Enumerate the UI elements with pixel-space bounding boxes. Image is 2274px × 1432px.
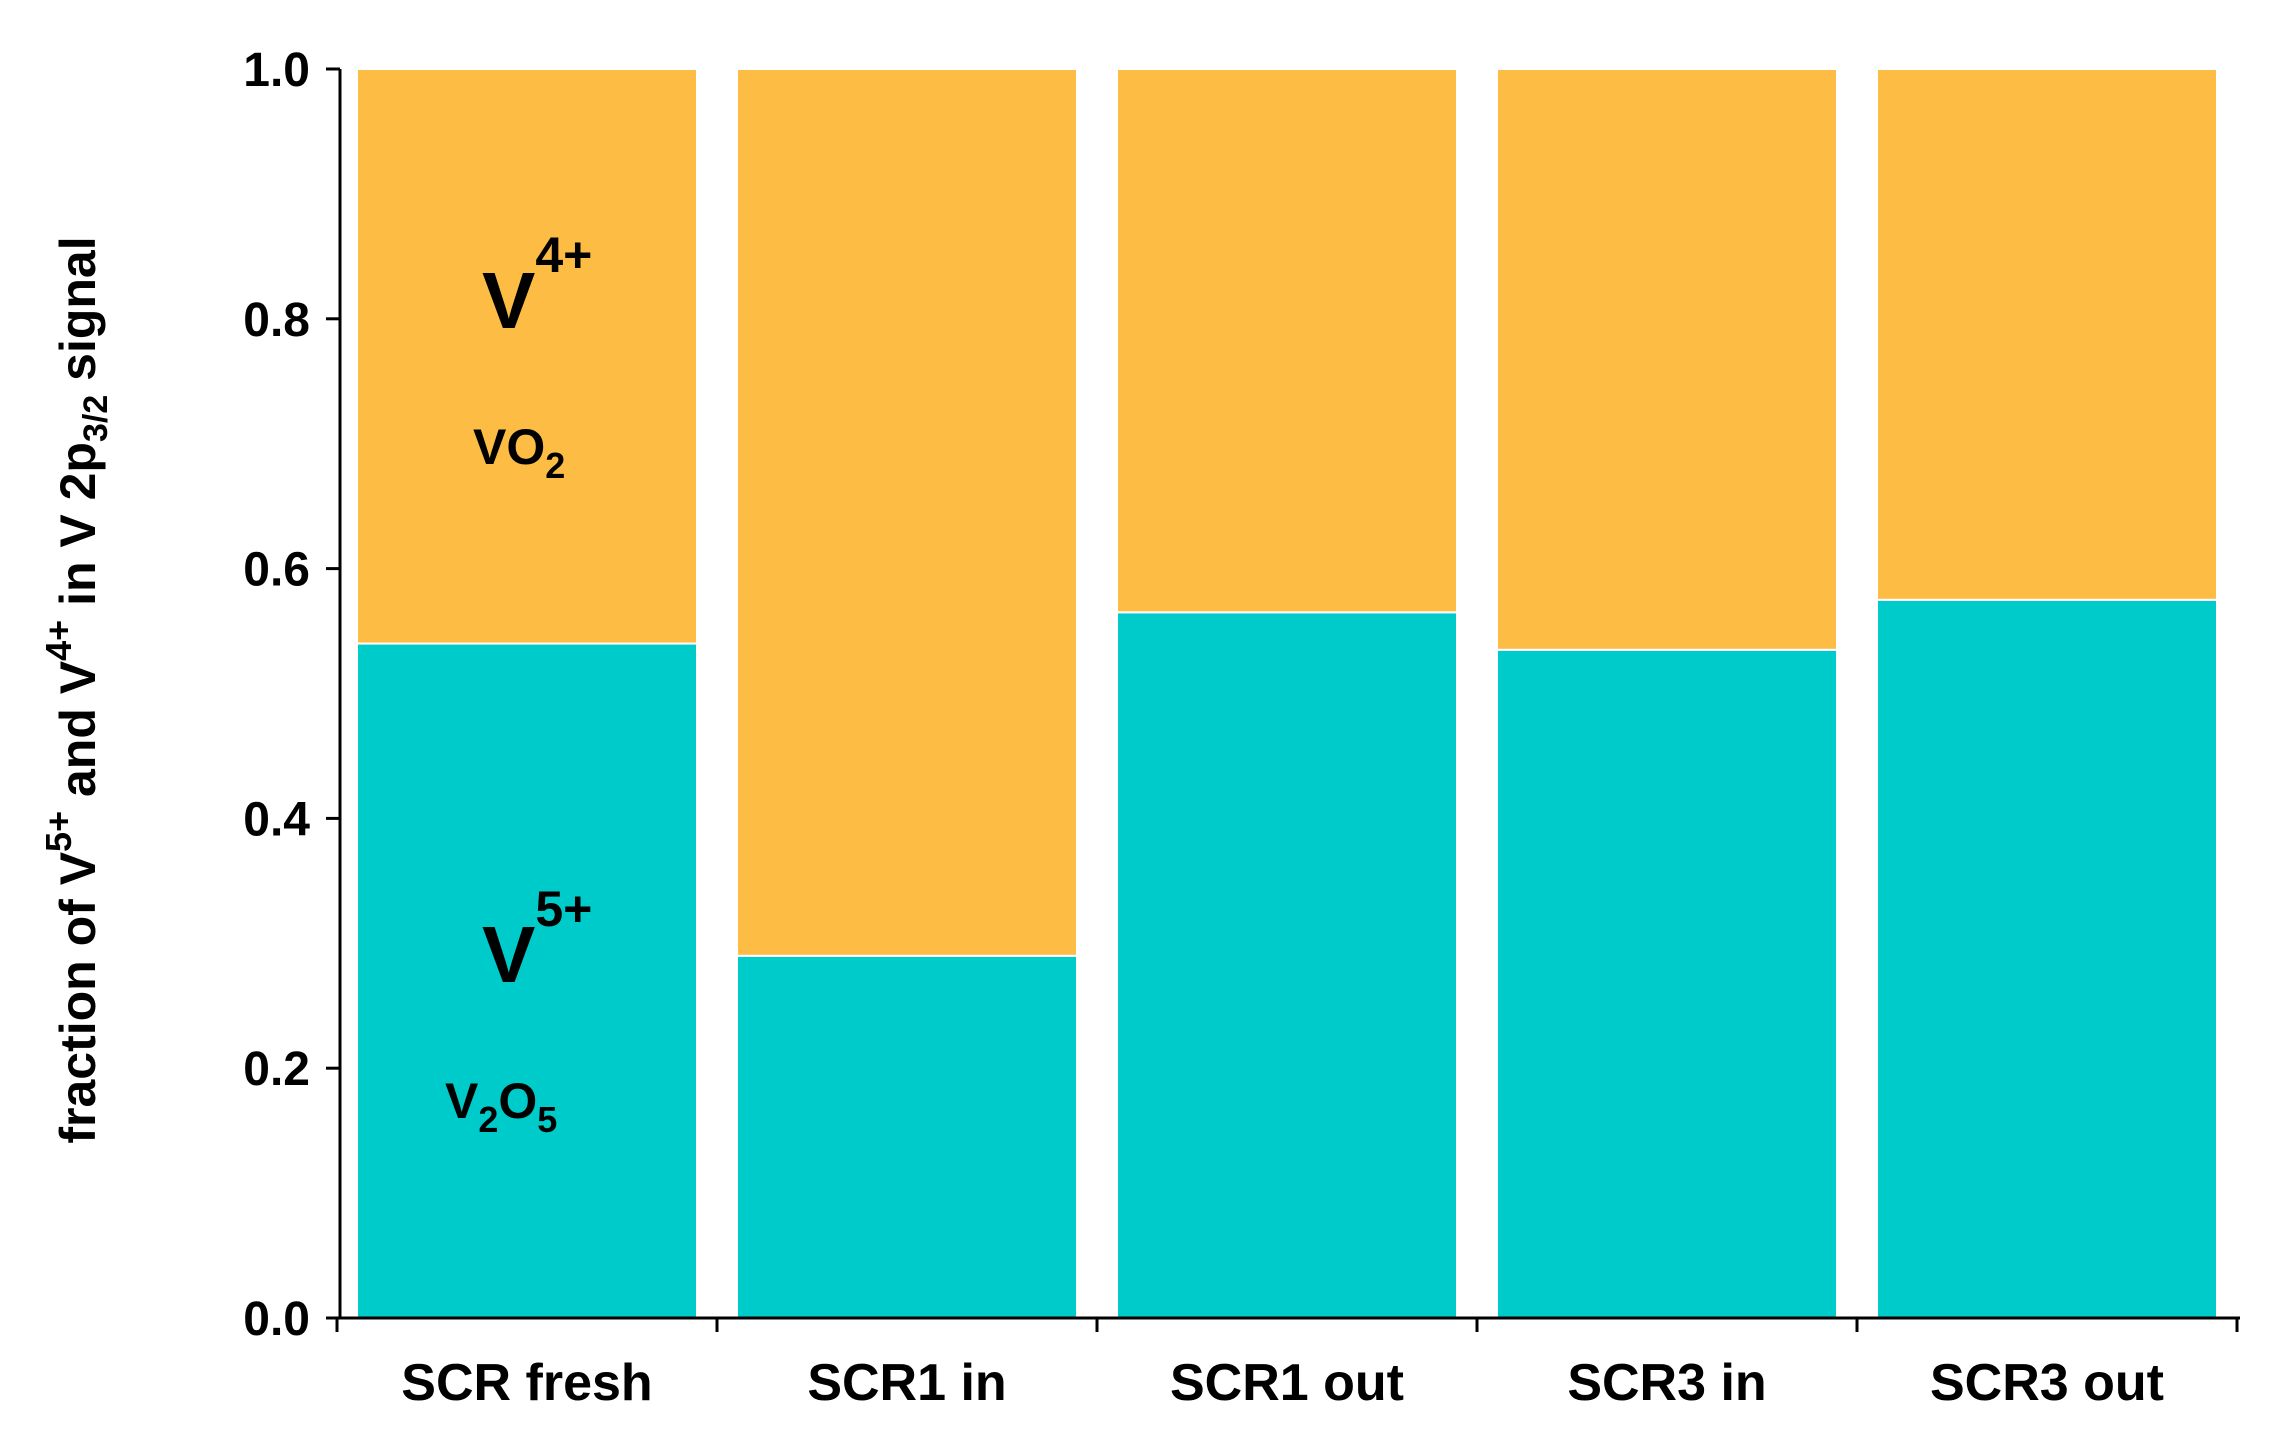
y-tick-label-0: 0.0	[243, 1293, 310, 1346]
y-tick-label-2: 0.4	[243, 793, 310, 846]
bar-v4-3	[1496, 68, 1838, 651]
v5-annotation: V5+	[482, 881, 592, 999]
x-ticks-group: SCR fresh SCR1 in SCR1 out SCR3 in SCR3 out	[335, 1318, 2239, 1412]
bar-v4-1	[736, 68, 1078, 957]
x-category-label-1: SCR1 in	[807, 1354, 1006, 1412]
y-label-sub: 3/2	[77, 395, 115, 442]
v4-annotation: V4+	[482, 227, 592, 345]
x-category-label-2: SCR1 out	[1170, 1354, 1404, 1412]
y-label-pre: fraction of V	[50, 851, 106, 1143]
y-label-end: signal	[50, 236, 106, 394]
y-label-post: in V 2p	[50, 442, 106, 620]
y-ticks-group: 0.0 0.2 0.4 0.6 0.8 1.0	[243, 44, 340, 1346]
y-tick-label-4: 0.8	[243, 294, 310, 347]
bar-v5-0	[356, 642, 698, 1319]
y-tick-label-5: 1.0	[243, 44, 310, 97]
y-label-sup1: 5+	[38, 811, 79, 852]
x-category-label-4: SCR3 out	[1930, 1354, 2164, 1412]
bars-group	[356, 68, 2218, 1319]
vo2-annotation: VO2	[473, 419, 565, 486]
bar-v5-3	[1496, 648, 1838, 1319]
x-category-label-0: SCR fresh	[401, 1354, 652, 1412]
bar-v5-1	[736, 954, 1078, 1319]
y-axis-label: fraction of V5+ and V4+ in V 2p3/2 signa…	[38, 236, 115, 1143]
bar-v5-2	[1116, 611, 1458, 1319]
bar-v4-0	[356, 68, 698, 645]
v2o5-annotation: V2O5	[445, 1073, 557, 1140]
y-tick-label-1: 0.2	[243, 1043, 310, 1096]
bar-v4-2	[1116, 68, 1458, 614]
bar-v5-4	[1876, 598, 2218, 1319]
y-label-sup2: 4+	[38, 620, 79, 661]
bar-v4-4	[1876, 68, 2218, 601]
y-label-mid: and V	[50, 660, 106, 811]
y-tick-label-3: 0.6	[243, 544, 310, 597]
x-category-label-3: SCR3 in	[1567, 1354, 1766, 1412]
axes-group: 0.0 0.2 0.4 0.6 0.8 1.0 SCR fresh SCR1 in SCR1 …	[243, 44, 2240, 1412]
